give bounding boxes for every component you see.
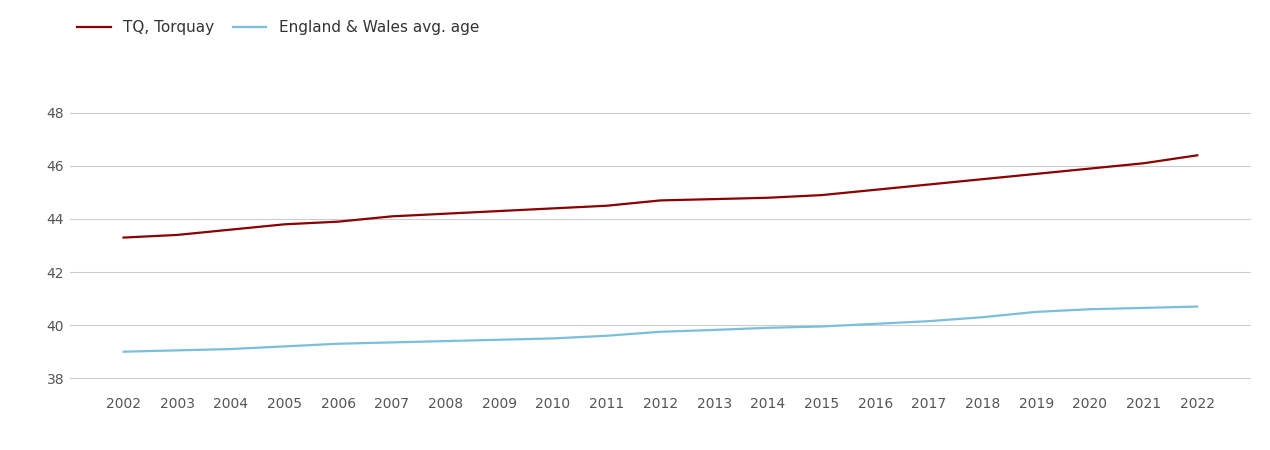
TQ, Torquay — [224, 227, 239, 232]
TQ, Torquay — [1190, 153, 1205, 158]
England & Wales avg. age — [438, 338, 453, 344]
Line: England & Wales avg. age: England & Wales avg. age — [123, 306, 1198, 352]
TQ, Torquay — [814, 193, 829, 198]
TQ, Torquay — [1082, 166, 1097, 171]
TQ, Torquay — [653, 198, 668, 203]
Legend: TQ, Torquay, England & Wales avg. age: TQ, Torquay, England & Wales avg. age — [77, 20, 479, 36]
England & Wales avg. age — [975, 315, 991, 320]
TQ, Torquay — [761, 195, 776, 200]
England & Wales avg. age — [385, 340, 400, 345]
England & Wales avg. age — [761, 325, 776, 330]
England & Wales avg. age — [491, 337, 507, 342]
TQ, Torquay — [706, 196, 721, 202]
England & Wales avg. age — [921, 319, 936, 324]
TQ, Torquay — [921, 182, 936, 187]
England & Wales avg. age — [1135, 305, 1151, 310]
TQ, Torquay — [116, 235, 131, 240]
TQ, Torquay — [277, 221, 292, 227]
England & Wales avg. age — [653, 329, 668, 334]
TQ, Torquay — [867, 187, 883, 193]
TQ, Torquay — [438, 211, 453, 216]
TQ, Torquay — [330, 219, 345, 225]
TQ, Torquay — [599, 203, 615, 208]
England & Wales avg. age — [277, 344, 292, 349]
TQ, Torquay — [170, 232, 185, 238]
England & Wales avg. age — [814, 324, 829, 329]
England & Wales avg. age — [330, 341, 345, 346]
England & Wales avg. age — [170, 348, 185, 353]
England & Wales avg. age — [1082, 306, 1097, 312]
TQ, Torquay — [1029, 171, 1044, 176]
England & Wales avg. age — [599, 333, 615, 338]
England & Wales avg. age — [1029, 309, 1044, 315]
England & Wales avg. age — [116, 349, 131, 355]
England & Wales avg. age — [545, 336, 560, 341]
England & Wales avg. age — [224, 346, 239, 352]
TQ, Torquay — [385, 214, 400, 219]
TQ, Torquay — [975, 176, 991, 182]
TQ, Torquay — [491, 208, 507, 214]
TQ, Torquay — [545, 206, 560, 211]
England & Wales avg. age — [706, 327, 721, 333]
Line: TQ, Torquay: TQ, Torquay — [123, 155, 1198, 238]
England & Wales avg. age — [867, 321, 883, 327]
England & Wales avg. age — [1190, 304, 1205, 309]
TQ, Torquay — [1135, 161, 1151, 166]
